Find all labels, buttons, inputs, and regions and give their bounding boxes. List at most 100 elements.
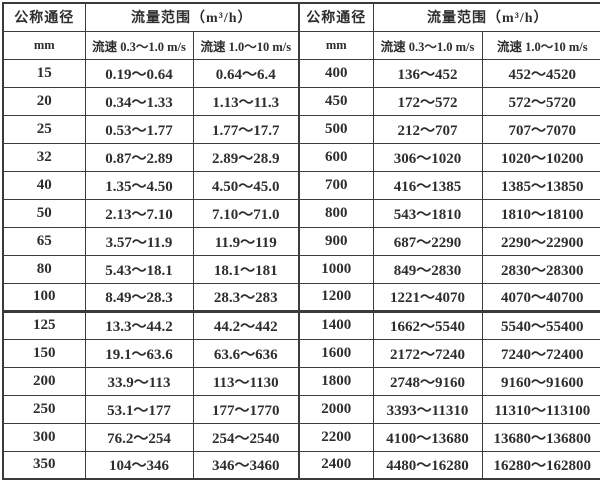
table-body: 15 0.19～0.64 0.64～6.4 400 136～452 452～4520 20 0…	[2, 58, 600, 480]
dn-cell: 200	[2, 366, 86, 396]
table-row: 250 53.1～177 177～1770 2000 3393～11310 11310～1…	[2, 394, 600, 424]
dn-cell: 40	[2, 170, 86, 200]
flow-high-cell: 2830～28300	[481, 254, 600, 284]
flow-high-cell: 11.9～119	[192, 226, 301, 256]
flow-high-cell: 44.2～442	[192, 309, 301, 340]
dn-cell: 25	[2, 114, 86, 144]
flow-low-cell: 687～2290	[372, 226, 483, 256]
flow-low-cell: 8.49～28.3	[84, 282, 194, 312]
flow-high-cell: 1385～13850	[481, 170, 600, 200]
flow-low-cell: 306～1020	[372, 142, 483, 172]
flow-low-cell: 5.43～18.1	[84, 254, 194, 284]
velocity-low-header-left: 流速 0.3～1.0 m/s	[84, 30, 194, 60]
dn-cell: 1600	[298, 338, 374, 368]
flow-low-cell: 0.53～1.77	[84, 114, 194, 144]
flow-low-cell: 3.57～11.9	[84, 226, 194, 256]
table-row: 40 1.35～4.50 4.50～45.0 700 416～1385 1385～1385…	[2, 170, 600, 200]
dn-cell: 150	[2, 338, 86, 368]
flow-low-cell: 4100～13680	[372, 422, 483, 452]
dn-cell: 500	[298, 114, 374, 144]
flow-low-cell: 212～707	[372, 114, 483, 144]
dn-cell: 800	[298, 198, 374, 228]
flow-high-cell: 16280～162800	[481, 450, 600, 480]
dn-cell: 2400	[298, 450, 374, 480]
dn-cell: 400	[298, 58, 374, 88]
dn-cell: 700	[298, 170, 374, 200]
table-row: 350 104～346 346～3460 2400 4480～16280 16280～16…	[2, 450, 600, 480]
dn-cell: 900	[298, 226, 374, 256]
flow-range-header-right: 流量范围（m³/h）	[372, 2, 600, 32]
flow-low-cell: 0.87～2.89	[84, 142, 194, 172]
dn-cell: 1400	[298, 309, 374, 340]
dn-cell: 1800	[298, 366, 374, 396]
dn-cell: 1000	[298, 254, 374, 284]
flow-low-cell: 1662～5540	[372, 309, 483, 340]
dn-cell: 50	[2, 198, 86, 228]
table-row: 125 13.3～44.2 44.2～442 1400 1662～5540 5540～55…	[2, 309, 600, 340]
flow-low-cell: 0.19～0.64	[84, 58, 194, 88]
dn-cell: 125	[2, 309, 86, 340]
dn-cell: 250	[2, 394, 86, 424]
dn-cell: 1200	[298, 282, 374, 312]
table-row: 50 2.13～7.10 7.10～71.0 800 543～1810 1810～1810…	[2, 198, 600, 228]
flow-high-cell: 707～7070	[481, 114, 600, 144]
flow-low-cell: 1221～4070	[372, 282, 483, 312]
table-row: 300 76.2～254 254～2540 2200 4100～13680 13680～1…	[2, 422, 600, 452]
flow-low-cell: 53.1～177	[84, 394, 194, 424]
table-row: 80 5.43～18.1 18.1～181 1000 849～2830 2830～2830…	[2, 254, 600, 284]
table-row: 15 0.19～0.64 0.64～6.4 400 136～452 452～4520	[2, 58, 600, 88]
flow-low-cell: 13.3～44.2	[84, 309, 194, 340]
flow-low-cell: 2.13～7.10	[84, 198, 194, 228]
table-row: 65 3.57～11.9 11.9～119 900 687～2290 2290～22900	[2, 226, 600, 256]
flow-high-cell: 346～3460	[192, 450, 301, 480]
flow-high-cell: 113～1130	[192, 366, 301, 396]
flow-high-cell: 2.89～28.9	[192, 142, 301, 172]
flow-low-cell: 2748～9160	[372, 366, 483, 396]
flow-high-cell: 5540～55400	[481, 309, 600, 340]
flow-high-cell: 572～5720	[481, 86, 600, 116]
flow-low-cell: 104～346	[84, 450, 194, 480]
velocity-high-header-left: 流速 1.0～10 m/s	[192, 30, 301, 60]
flow-high-cell: 177～1770	[192, 394, 301, 424]
dn-cell: 2000	[298, 394, 374, 424]
flow-high-cell: 28.3～283	[192, 282, 301, 312]
dn-cell: 65	[2, 226, 86, 256]
table-row: 20 0.34～1.33 1.13～11.3 450 172～572 572～5720	[2, 86, 600, 116]
flow-high-cell: 0.64～6.4	[192, 58, 301, 88]
table-row: 32 0.87～2.89 2.89～28.9 600 306～1020 1020～1020…	[2, 142, 600, 172]
table-row: 200 33.9～113 113～1130 1800 2748～9160 9160～916…	[2, 366, 600, 396]
flow-low-cell: 2172～7240	[372, 338, 483, 368]
flow-low-cell: 3393～11310	[372, 394, 483, 424]
flow-high-cell: 9160～91600	[481, 366, 600, 396]
flow-low-cell: 136～452	[372, 58, 483, 88]
table-row: 150 19.1～63.6 63.6～636 1600 2172～7240 7240～72…	[2, 338, 600, 368]
dn-unit-right: mm	[298, 30, 374, 60]
velocity-high-header-right: 流速 1.0～10 m/s	[481, 30, 600, 60]
flow-high-cell: 7240～72400	[481, 338, 600, 368]
velocity-low-header-right: 流速 0.3～1.0 m/s	[372, 30, 483, 60]
dn-header-right: 公称通径	[298, 2, 374, 32]
flow-high-cell: 1020～10200	[481, 142, 600, 172]
flow-low-cell: 0.34～1.33	[84, 86, 194, 116]
flow-low-cell: 416～1385	[372, 170, 483, 200]
flow-low-cell: 1.35～4.50	[84, 170, 194, 200]
flow-high-cell: 2290～22900	[481, 226, 600, 256]
dn-cell: 350	[2, 450, 86, 480]
flow-high-cell: 4.50～45.0	[192, 170, 301, 200]
dn-unit-left: mm	[2, 30, 86, 60]
dn-cell: 100	[2, 282, 86, 312]
flow-high-cell: 1.77～17.7	[192, 114, 301, 144]
dn-cell: 80	[2, 254, 86, 284]
header-row-units: mm 流速 0.3～1.0 m/s 流速 1.0～10 m/s mm 流速 0.…	[2, 30, 600, 60]
flow-high-cell: 13680～136800	[481, 422, 600, 452]
flow-low-cell: 19.1～63.6	[84, 338, 194, 368]
flow-low-cell: 172～572	[372, 86, 483, 116]
table-row: 25 0.53～1.77 1.77～17.7 500 212～707 707～7070	[2, 114, 600, 144]
flow-high-cell: 452～4520	[481, 58, 600, 88]
dn-cell: 15	[2, 58, 86, 88]
dn-cell: 20	[2, 86, 86, 116]
header-row-groups: 公称通径 流量范围（m³/h） 公称通径 流量范围（m³/h）	[2, 2, 600, 32]
dn-header-left: 公称通径	[2, 2, 86, 32]
